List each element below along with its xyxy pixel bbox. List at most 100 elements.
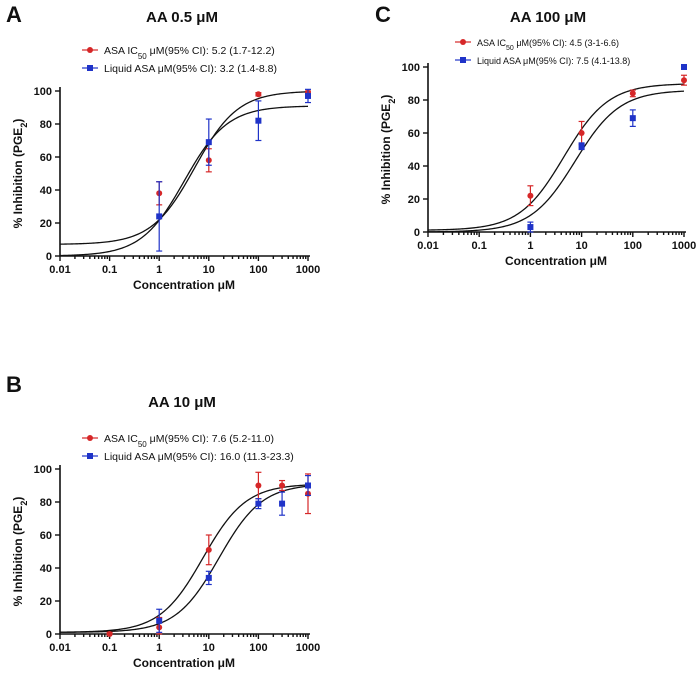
y-tick-label: 100 — [402, 62, 420, 74]
legend-marker-circle — [87, 435, 93, 441]
x-tick-label: 1000 — [672, 240, 696, 252]
data-point-asa — [629, 90, 636, 97]
x-tick-label: 0.1 — [472, 240, 487, 252]
y-tick-label: 20 — [40, 596, 52, 608]
y-axis-label: % Inhibition (PGE2) — [11, 497, 29, 607]
data-point-liquid-asa — [205, 574, 212, 581]
data-point-asa — [578, 130, 585, 136]
data-point-asa — [279, 482, 286, 489]
y-tick-label: 40 — [40, 563, 52, 575]
y-tick-label: 0 — [46, 251, 52, 263]
y-tick-label: 80 — [40, 119, 52, 131]
series-liquid-asa — [156, 88, 311, 252]
y-axis-label: % Inhibition (PGE2) — [379, 95, 397, 205]
fit-curve-asa — [59, 484, 309, 633]
x-tick-label: 0.1 — [102, 264, 117, 276]
data-point-asa — [255, 91, 262, 98]
panel-c: C AA 100 μM 0 20 40 60 80 100 0.01 0.1 1 10 100 1000 C… — [375, 2, 696, 268]
panel-title: AA 100 μM — [510, 9, 586, 26]
data-point-liquid-asa — [305, 92, 311, 99]
y-tick-label: 20 — [40, 218, 52, 230]
series-asa — [527, 74, 687, 207]
data-point-liquid-asa — [279, 500, 286, 507]
data-point-liquid-asa — [578, 143, 585, 150]
legend-label: ASA IC50 μM(95% CI): 5.2 (1.7-12.2) — [104, 45, 275, 61]
data-point-liquid-asa — [156, 213, 163, 220]
panel-letter: A — [6, 2, 22, 27]
panel-title: AA 10 μM — [148, 394, 216, 411]
y-tick-label: 100 — [34, 464, 52, 476]
legend-label: Liquid ASA μM(95% CI): 7.5 (4.1-13.8) — [477, 56, 630, 66]
data-point-asa — [106, 631, 113, 637]
legend-label: Liquid ASA μM(95% CI): 3.2 (1.4-8.8) — [104, 63, 277, 75]
x-tick-label: 10 — [203, 264, 215, 276]
x-tick-label: 10 — [575, 240, 587, 252]
data-point-liquid-asa — [527, 224, 534, 231]
legend-label: ASA IC50 μM(95% CI): 4.5 (3-1-6.6) — [477, 38, 619, 52]
x-tick-label: 100 — [249, 264, 267, 276]
y-tick-label: 20 — [408, 194, 420, 206]
data-point-asa — [681, 77, 687, 84]
data-point-asa — [527, 192, 534, 199]
data-point-asa — [255, 482, 262, 489]
data-point-liquid-asa — [205, 139, 212, 146]
y-tick-label: 40 — [408, 161, 420, 173]
x-tick-label: 1 — [527, 240, 533, 252]
panel-a: A AA 0.5 μM 0 20 40 60 80 100 0.01 0.1 1 10 100 1000 C… — [6, 2, 320, 292]
x-tick-label: 1 — [156, 264, 162, 276]
legend-marker-circle — [87, 47, 93, 53]
x-axis-label: Concentration μM — [133, 656, 235, 670]
x-tick-label: 0.01 — [49, 642, 70, 654]
legend-marker-circle — [460, 39, 466, 45]
x-axis-label: Concentration μM — [505, 254, 607, 268]
legend-marker-square — [87, 453, 93, 459]
x-tick-label: 100 — [624, 240, 642, 252]
fit-curve-liquid — [427, 90, 685, 233]
y-tick-label: 0 — [414, 227, 420, 239]
data-point-liquid-asa — [255, 500, 262, 507]
x-tick-label: 1000 — [296, 264, 320, 276]
series-liquid-asa — [527, 64, 687, 233]
y-tick-label: 80 — [408, 95, 420, 107]
x-tick-label: 10 — [203, 642, 215, 654]
legend-label: Liquid ASA μM(95% CI): 16.0 (11.3-23.3) — [104, 451, 294, 463]
data-point-liquid-asa — [156, 617, 163, 624]
y-tick-label: 0 — [46, 629, 52, 641]
panel-title: AA 0.5 μM — [146, 9, 218, 26]
x-tick-label: 0.1 — [102, 642, 117, 654]
data-point-liquid-asa — [255, 117, 262, 124]
x-tick-label: 100 — [249, 642, 267, 654]
x-tick-label: 0.01 — [49, 264, 70, 276]
y-tick-label: 60 — [40, 152, 52, 164]
y-tick-label: 60 — [408, 128, 420, 140]
legend-label: ASA IC50 μM(95% CI): 7.6 (5.2-11.0) — [104, 433, 274, 449]
data-point-liquid-asa — [305, 482, 311, 489]
fit-curve-asa — [427, 83, 685, 231]
y-axis-label: % Inhibition (PGE2) — [11, 119, 29, 229]
data-point-liquid-asa — [681, 64, 687, 70]
x-tick-label: 0.01 — [417, 240, 438, 252]
legend: ASA IC50 μM(95% CI): 4.5 (3-1-6.6) Liquid… — [455, 38, 630, 66]
legend: ASA IC50 μM(95% CI): 7.6 (5.2-11.0) Liqui… — [82, 433, 294, 463]
data-point-liquid-asa — [629, 115, 636, 122]
x-tick-label: 1 — [156, 642, 162, 654]
fit-curve-liquid — [59, 105, 309, 257]
y-tick-label: 100 — [34, 86, 52, 98]
y-tick-label: 80 — [40, 497, 52, 509]
data-point-asa — [205, 546, 212, 553]
legend-marker-square — [87, 65, 93, 71]
x-axis-label: Concentration μM — [133, 278, 235, 292]
series-liquid-asa — [156, 475, 311, 633]
panel-letter: C — [375, 2, 391, 27]
panel-b: B AA 10 μM 0 20 40 60 80 100 0.01 0.1 1 10 100 1000 Co… — [6, 372, 320, 670]
series-asa — [106, 471, 311, 637]
y-tick-label: 60 — [40, 530, 52, 542]
fit-curve-liquid — [59, 485, 309, 633]
fit-curve-asa — [59, 91, 309, 245]
legend-marker-square — [460, 57, 466, 63]
panel-letter: B — [6, 372, 22, 397]
y-tick-label: 40 — [40, 185, 52, 197]
legend: ASA IC50 μM(95% CI): 5.2 (1.7-12.2) Liqui… — [82, 45, 277, 75]
x-tick-label: 1000 — [296, 642, 320, 654]
